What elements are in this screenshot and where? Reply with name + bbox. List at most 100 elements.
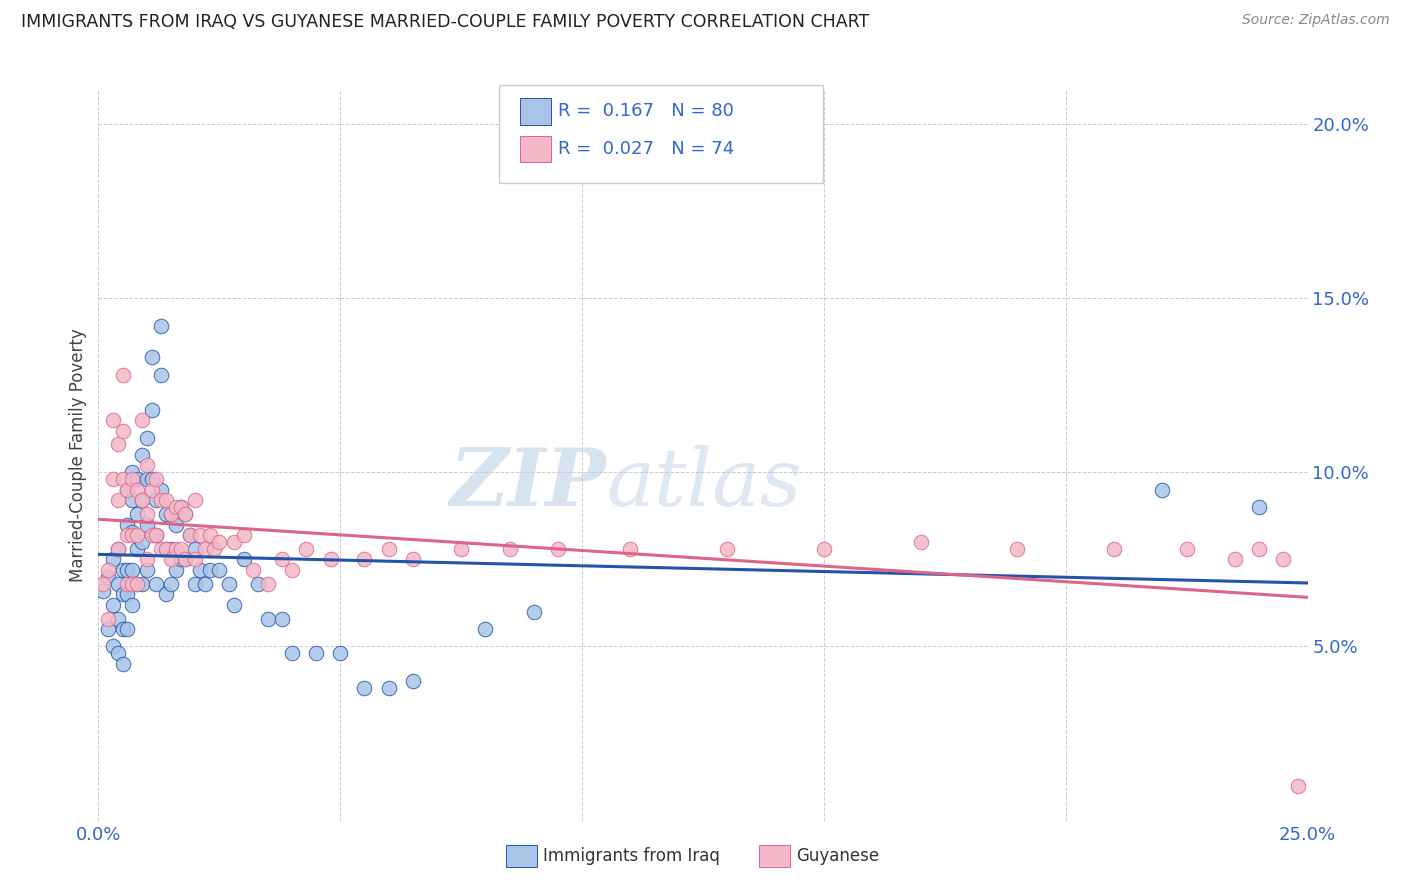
Point (256, 612, 278, 626)
Point (111, 563, 134, 577)
Point (117, 528, 139, 542)
Text: R =  0.167   N = 80: R = 0.167 N = 80 (558, 103, 734, 120)
Point (131, 493, 153, 508)
Point (295, 541, 318, 556)
Point (402, 552, 425, 566)
Point (135, 430, 157, 444)
Point (97, 612, 120, 626)
Point (155, 541, 177, 556)
Point (160, 576, 183, 591)
Point (111, 424, 134, 438)
Point (117, 622, 139, 636)
Point (165, 541, 187, 556)
Point (145, 528, 167, 542)
Point (165, 500, 187, 515)
Point (232, 528, 254, 542)
Point (150, 541, 173, 556)
Point (150, 368, 173, 382)
Point (131, 448, 153, 462)
Point (127, 576, 149, 591)
Point (135, 552, 157, 566)
Point (150, 319, 173, 334)
Point (127, 528, 149, 542)
Point (91, 583, 114, 598)
Point (204, 541, 226, 556)
Point (127, 472, 149, 486)
Point (107, 576, 129, 591)
Point (150, 493, 173, 508)
Point (107, 541, 129, 556)
Point (131, 493, 153, 508)
Point (97, 622, 120, 636)
Point (107, 493, 129, 508)
Point (232, 552, 254, 566)
Point (160, 507, 183, 521)
Point (377, 541, 399, 556)
Point (222, 598, 245, 612)
Point (474, 622, 496, 636)
Point (121, 528, 143, 542)
Point (160, 507, 183, 521)
Point (184, 541, 207, 556)
Point (111, 622, 134, 636)
Point (145, 472, 167, 486)
Point (111, 657, 134, 671)
Text: Guyanese: Guyanese (796, 847, 879, 865)
Point (141, 483, 163, 497)
Point (121, 472, 143, 486)
Point (107, 437, 129, 451)
Point (145, 528, 167, 542)
Point (91, 576, 114, 591)
Point (117, 576, 139, 591)
Text: ZIP: ZIP (450, 445, 606, 523)
Point (121, 563, 143, 577)
Point (117, 563, 139, 577)
Point (107, 541, 129, 556)
Point (450, 541, 472, 556)
Point (1102, 541, 1125, 556)
Point (353, 552, 375, 566)
Point (121, 524, 143, 539)
Point (101, 413, 124, 427)
Point (117, 517, 139, 532)
Point (184, 552, 207, 566)
Point (271, 552, 294, 566)
Point (256, 576, 278, 591)
Point (1223, 552, 1246, 566)
Point (111, 368, 134, 382)
Point (198, 563, 221, 577)
Point (101, 598, 124, 612)
Point (141, 402, 163, 417)
Point (247, 576, 270, 591)
Point (910, 535, 932, 549)
Point (127, 483, 149, 497)
Point (184, 493, 207, 508)
Point (127, 576, 149, 591)
Point (155, 541, 177, 556)
Point (141, 528, 163, 542)
Point (141, 472, 163, 486)
Point (111, 472, 134, 486)
Point (271, 612, 294, 626)
Point (813, 541, 835, 556)
Point (402, 674, 425, 689)
Point (131, 576, 153, 591)
Point (160, 541, 183, 556)
Point (619, 541, 641, 556)
Text: IMMIGRANTS FROM IRAQ VS GUYANESE MARRIED-COUPLE FAMILY POVERTY CORRELATION CHART: IMMIGRANTS FROM IRAQ VS GUYANESE MARRIED… (21, 13, 869, 31)
Point (107, 647, 129, 661)
Point (305, 647, 328, 661)
Point (127, 541, 149, 556)
Point (498, 541, 520, 556)
Point (208, 535, 231, 549)
Point (160, 552, 183, 566)
Point (281, 563, 304, 577)
Point (1249, 541, 1271, 556)
Y-axis label: Married-Couple Family Poverty: Married-Couple Family Poverty (69, 328, 87, 582)
Point (169, 541, 191, 556)
Point (188, 528, 211, 542)
Point (716, 541, 738, 556)
Text: Immigrants from Iraq: Immigrants from Iraq (543, 847, 720, 865)
Point (169, 500, 191, 515)
Point (179, 528, 201, 542)
